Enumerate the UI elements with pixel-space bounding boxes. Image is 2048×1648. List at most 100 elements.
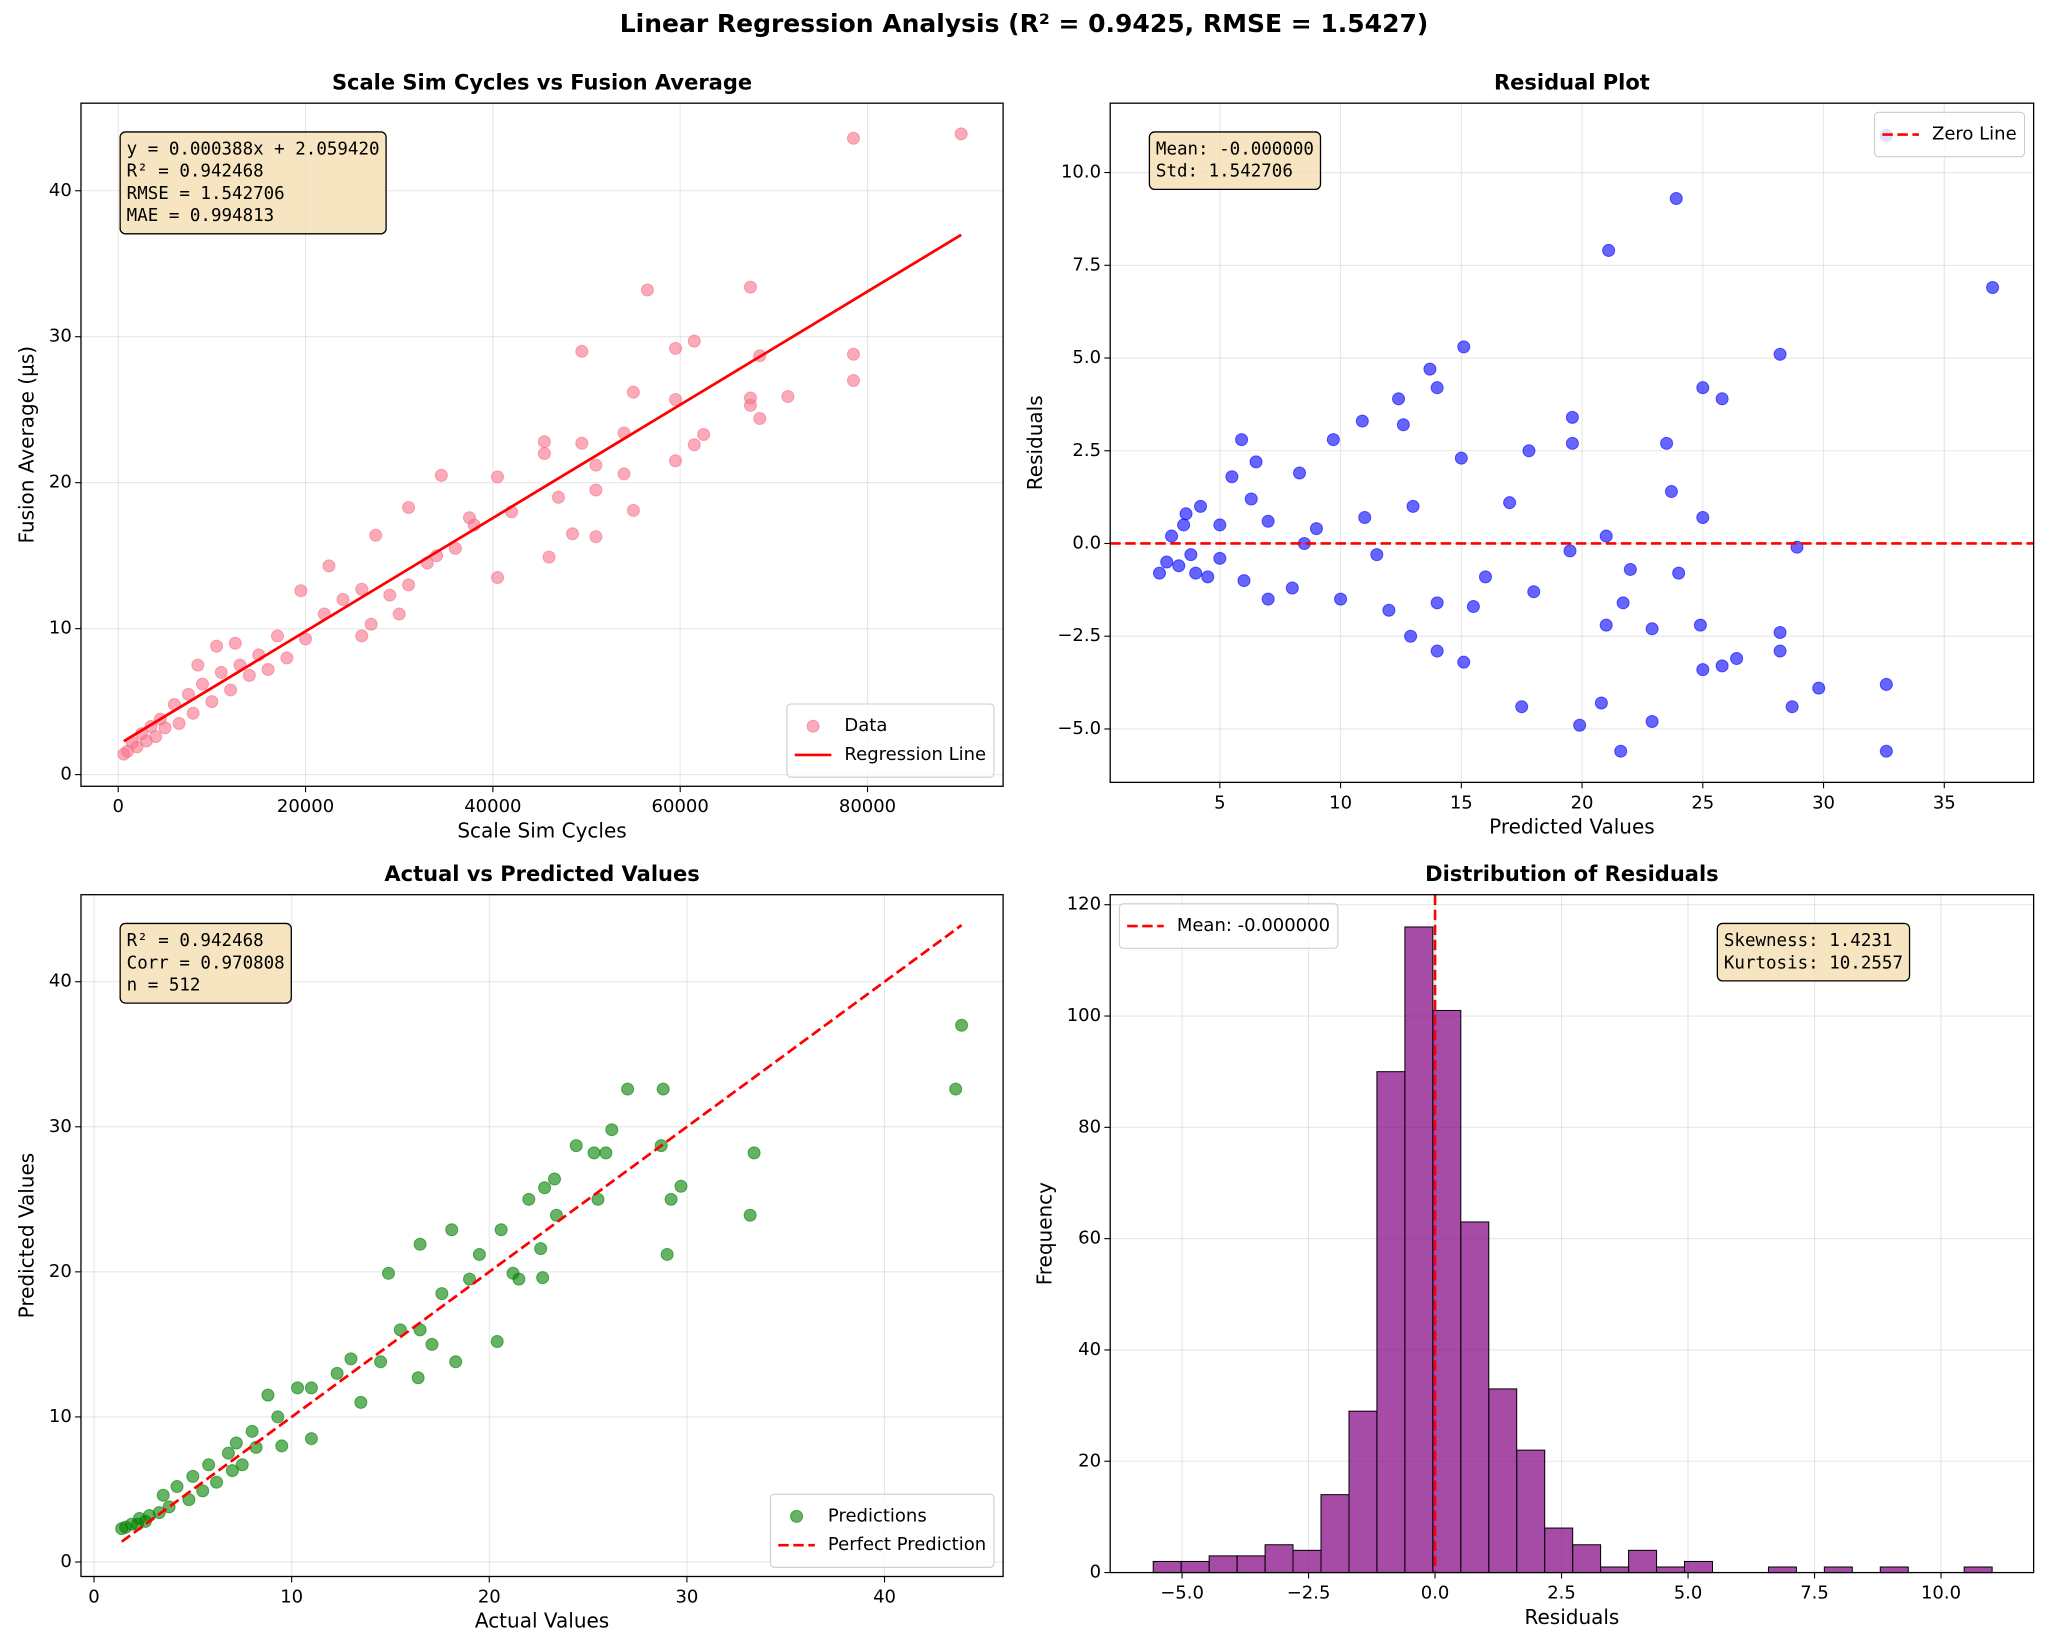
scatter-point: [364, 617, 378, 631]
panel-title: Scale Sim Cycles vs Fusion Average: [332, 71, 752, 95]
x-tick-label: 5: [1214, 792, 1225, 813]
scatter-point: [221, 1446, 235, 1460]
scatter-point: [1594, 696, 1608, 710]
x-tick-label: −5.0: [1160, 1582, 1204, 1603]
scatter-point: [575, 344, 589, 358]
scatter-point: [781, 390, 795, 404]
scatter-point: [547, 1172, 561, 1186]
scatter-point: [617, 467, 631, 481]
scatter-point: [224, 683, 238, 697]
scatter-point: [381, 1266, 395, 1280]
annotation-text: n = 512: [127, 975, 201, 995]
panel: 0 10 20 30 40 0 10 20 30 40 Actual vs Predicted Va…: [15, 862, 1004, 1633]
scatter-point: [1370, 548, 1384, 562]
scatter-point: [1879, 677, 1893, 691]
panel: 5 10 15 20 25 30 35 −5.0 −2.5 0.0 2.5 5.0 7.5 10.0 Res…: [1023, 71, 2035, 839]
legend-label: Mean: -0.000000: [1177, 915, 1330, 936]
scatter-point: [1478, 570, 1492, 584]
scatter-point: [191, 658, 205, 672]
panel-title: Actual vs Predicted Values: [384, 862, 699, 886]
annotation-text: Std: 1.542706: [1156, 162, 1293, 182]
scatter-point: [186, 1469, 200, 1483]
scatter-point: [1616, 596, 1630, 610]
scatter-point: [687, 334, 701, 348]
histogram-bar: [1823, 1566, 1853, 1574]
x-tick-label: 35: [1933, 792, 1956, 813]
y-tick-label: 100: [1067, 1005, 1101, 1026]
scatter-point: [434, 468, 448, 482]
annotation-text: R² = 0.942468: [127, 162, 264, 182]
axes-frame: [1109, 102, 2035, 784]
x-tick-label: 40: [873, 1586, 896, 1607]
scatter-point: [538, 1181, 552, 1195]
y-tick-label: 2.5: [1072, 440, 1101, 461]
scatter-point: [1225, 470, 1239, 484]
scatter-point: [402, 500, 416, 515]
panel: −5.0 −2.5 0.0 2.5 5.0 7.5 10.0 0 20 40 60 80 100 120 D…: [1032, 862, 2035, 1629]
scatter-point: [280, 651, 294, 665]
scatter-point: [1172, 559, 1186, 573]
x-tick-label: −2.5: [1287, 1582, 1331, 1603]
histogram-bar: [1684, 1560, 1713, 1574]
x-tick-label: 0: [112, 796, 123, 817]
x-tick-label: 60000: [652, 796, 709, 817]
scatter-point: [605, 1123, 619, 1137]
legend-label: Data: [844, 715, 887, 736]
y-tick-label: 10: [49, 1406, 72, 1427]
scatter-point: [575, 436, 589, 450]
scatter-point: [1573, 718, 1587, 732]
histogram-bar: [1180, 1560, 1210, 1574]
scatter-point: [743, 280, 757, 294]
histogram-bar: [1432, 1009, 1462, 1574]
scatter-point: [534, 1242, 548, 1256]
scatter-point: [1392, 392, 1406, 406]
scatter-point: [536, 1271, 550, 1285]
scatter-point: [669, 454, 683, 468]
annotation-text: y = 0.000388x + 2.059420: [127, 140, 380, 160]
annotation-text: Corr = 0.970808: [127, 953, 285, 973]
x-tick-label: 10: [280, 1586, 303, 1607]
scatter-point: [846, 347, 860, 361]
scatter-point: [626, 503, 640, 517]
scatter-point: [569, 1139, 583, 1153]
scatter-point: [374, 1355, 388, 1369]
annotation-box: [119, 922, 292, 1004]
annotation-text: R² = 0.942468: [127, 931, 264, 951]
scatter-point: [669, 341, 683, 355]
histogram-bar: [1152, 1560, 1182, 1574]
histogram-bar: [1963, 1566, 1993, 1574]
histogram-bar: [1879, 1566, 1909, 1574]
histogram-bar: [1572, 1544, 1602, 1574]
scatter-point: [156, 1488, 170, 1502]
scatter-point: [491, 571, 505, 585]
panel: 0 20000 40000 60000 80000 0 10 20 30 40 Scale Sim …: [15, 71, 1004, 843]
y-tick-label: 10.0: [1061, 162, 1101, 183]
y-tick-label: 30: [49, 326, 72, 347]
y-tick-label: 60: [1078, 1228, 1101, 1249]
scatter-point: [344, 1352, 358, 1366]
scatter-point: [537, 435, 551, 449]
annotation-text: Mean: -0.000000: [1156, 140, 1314, 160]
scatter-point: [1237, 574, 1251, 588]
scatter-point: [1623, 562, 1637, 576]
scatter-point: [743, 1208, 757, 1222]
scatter-point: [1285, 581, 1299, 595]
legend-box: [769, 1493, 995, 1568]
scatter-point: [425, 1337, 439, 1351]
y-tick-label: −2.5: [1057, 625, 1101, 646]
x-tick-label: 5.0: [1674, 1582, 1703, 1603]
plot-area: [1110, 894, 2034, 1573]
scatter-point: [1645, 622, 1659, 636]
scatter-point: [660, 1247, 674, 1261]
scatter-point: [1406, 499, 1420, 513]
histogram-bar: [1656, 1566, 1686, 1574]
scatter-point: [1454, 451, 1468, 465]
axes-frame: [80, 102, 1004, 787]
scatter-point: [1879, 744, 1893, 758]
scatter-point: [336, 592, 350, 606]
histogram-bar: [1460, 1221, 1490, 1574]
